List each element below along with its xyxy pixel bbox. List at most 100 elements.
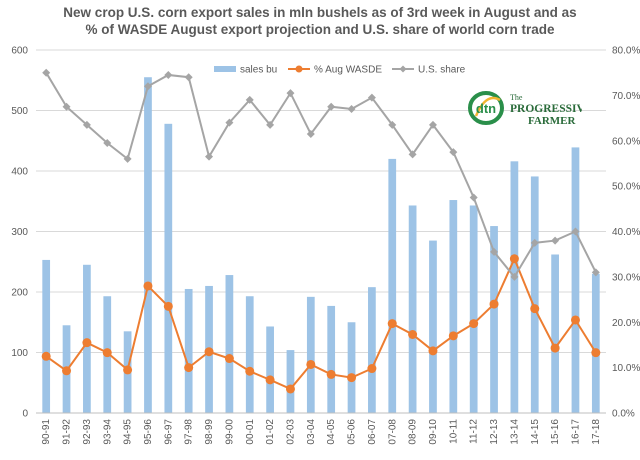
series-point <box>62 366 71 375</box>
series-point <box>306 360 315 369</box>
legend-label: U.S. share <box>418 65 466 76</box>
x-tick-label: 91-92 <box>62 419 73 445</box>
series-point <box>510 254 519 263</box>
y-right-tick-label: 10.0% <box>612 363 640 374</box>
x-tick-label: 98-99 <box>204 419 215 445</box>
x-tick-label: 90-91 <box>41 419 52 445</box>
series-point <box>470 193 478 201</box>
series-point <box>348 105 356 113</box>
series-point <box>469 319 478 328</box>
y-right-tick-label: 60.0% <box>612 136 640 147</box>
x-tick-label: 08-09 <box>408 419 419 445</box>
y-left-tick-label: 0 <box>22 409 28 420</box>
series-point <box>123 365 132 374</box>
x-tick-label: 09-10 <box>428 419 439 445</box>
series-point <box>408 330 417 339</box>
progressive-farmer-logo: dtn The PROGRESSIVE FARMER <box>466 86 582 130</box>
series-point <box>367 364 376 373</box>
series-point <box>388 319 397 328</box>
x-tick-label: 02-03 <box>285 419 296 445</box>
x-tick-label: 05-06 <box>347 419 358 445</box>
x-tick-label: 06-07 <box>367 419 378 445</box>
legend-marker <box>296 66 303 73</box>
x-tick-label: 07-08 <box>387 419 398 445</box>
sales-bar <box>388 159 396 413</box>
sales-bar <box>266 326 274 413</box>
sales-bar <box>368 287 376 413</box>
series-point <box>184 363 193 372</box>
sales-bar <box>449 200 457 413</box>
x-tick-label: 96-97 <box>163 419 174 445</box>
sales-bar <box>572 147 580 413</box>
y-left-tick-label: 100 <box>11 348 28 359</box>
y-right-tick-label: 30.0% <box>612 272 640 283</box>
series-point <box>266 375 275 384</box>
x-tick-label: 92-93 <box>82 419 93 445</box>
y-left-tick-label: 600 <box>11 46 28 57</box>
logo-progressive-text: PROGRESSIVE <box>510 103 582 115</box>
series-point <box>185 73 193 81</box>
legend-label: sales bu <box>240 65 277 76</box>
x-tick-label: 97-98 <box>184 419 195 445</box>
sales-bar <box>429 241 437 413</box>
x-tick-label: 14-15 <box>530 419 541 445</box>
sales-bar <box>348 322 356 413</box>
legend[interactable]: sales bu % Aug WASDE U.S. share <box>214 65 466 76</box>
x-tick-label: 15-16 <box>550 419 561 445</box>
series-point <box>42 352 51 361</box>
sales-bar <box>144 77 152 413</box>
series-point <box>245 367 254 376</box>
sales-bar <box>246 296 254 413</box>
series-point <box>82 338 91 347</box>
series-point <box>327 370 336 379</box>
sales-bar <box>327 306 335 413</box>
legend-label: % Aug WASDE <box>314 65 382 76</box>
y-left-tick-label: 200 <box>11 288 28 299</box>
series-point <box>164 302 173 311</box>
x-tick-label: 93-94 <box>102 419 113 445</box>
sales-bar <box>592 274 600 413</box>
y-right-tick-label: 0.0% <box>612 409 635 420</box>
y-left-tick-label: 300 <box>11 227 28 238</box>
series-point <box>449 331 458 340</box>
sales-bar <box>164 124 172 413</box>
series-point <box>347 373 356 382</box>
sales-bar <box>470 205 478 413</box>
sales-bar <box>551 254 559 413</box>
x-tick-label: 17-18 <box>591 419 602 445</box>
series-point <box>143 281 152 290</box>
chart-plot: 0 100 200 300 400 500 600 0.0% 10.0% 20.0% 30.0% 40… <box>0 0 640 460</box>
series-point <box>551 344 560 353</box>
series-point <box>571 315 580 324</box>
series-point <box>530 304 539 313</box>
series-point <box>286 384 295 393</box>
x-tick-label: 11-12 <box>469 419 480 444</box>
x-tick-label: 10-11 <box>448 419 459 444</box>
series-point <box>490 300 499 309</box>
x-tick-label: 95-96 <box>143 419 154 445</box>
sales-bar <box>531 176 539 413</box>
sales-bar <box>287 350 295 413</box>
y-right-tick-label: 20.0% <box>612 318 640 329</box>
series-point <box>225 354 234 363</box>
logo-farmer-text: FARMER <box>528 115 577 127</box>
legend-marker <box>400 66 407 73</box>
y-right-tick-label: 40.0% <box>612 227 640 238</box>
sales-bar <box>511 161 519 413</box>
series-point <box>428 346 437 355</box>
series-point <box>591 348 600 357</box>
sales-bar <box>226 275 234 413</box>
sales-bar <box>409 205 417 413</box>
x-tick-label: 16-17 <box>570 419 581 445</box>
logo-graphic: dtn The PROGRESSIVE FARMER <box>466 86 582 130</box>
y-left-tick-label: 400 <box>11 167 28 178</box>
y-left-tick-label: 500 <box>11 106 28 117</box>
x-tick-label: 03-04 <box>306 419 317 445</box>
logo-dtn-text: dtn <box>476 101 496 116</box>
x-tick-label: 00-01 <box>245 419 256 445</box>
x-tick-label: 12-13 <box>489 419 500 445</box>
x-tick-label: 04-05 <box>326 419 337 445</box>
legend-swatch <box>214 66 236 72</box>
series-point <box>103 348 112 357</box>
sales-bar <box>42 260 50 413</box>
